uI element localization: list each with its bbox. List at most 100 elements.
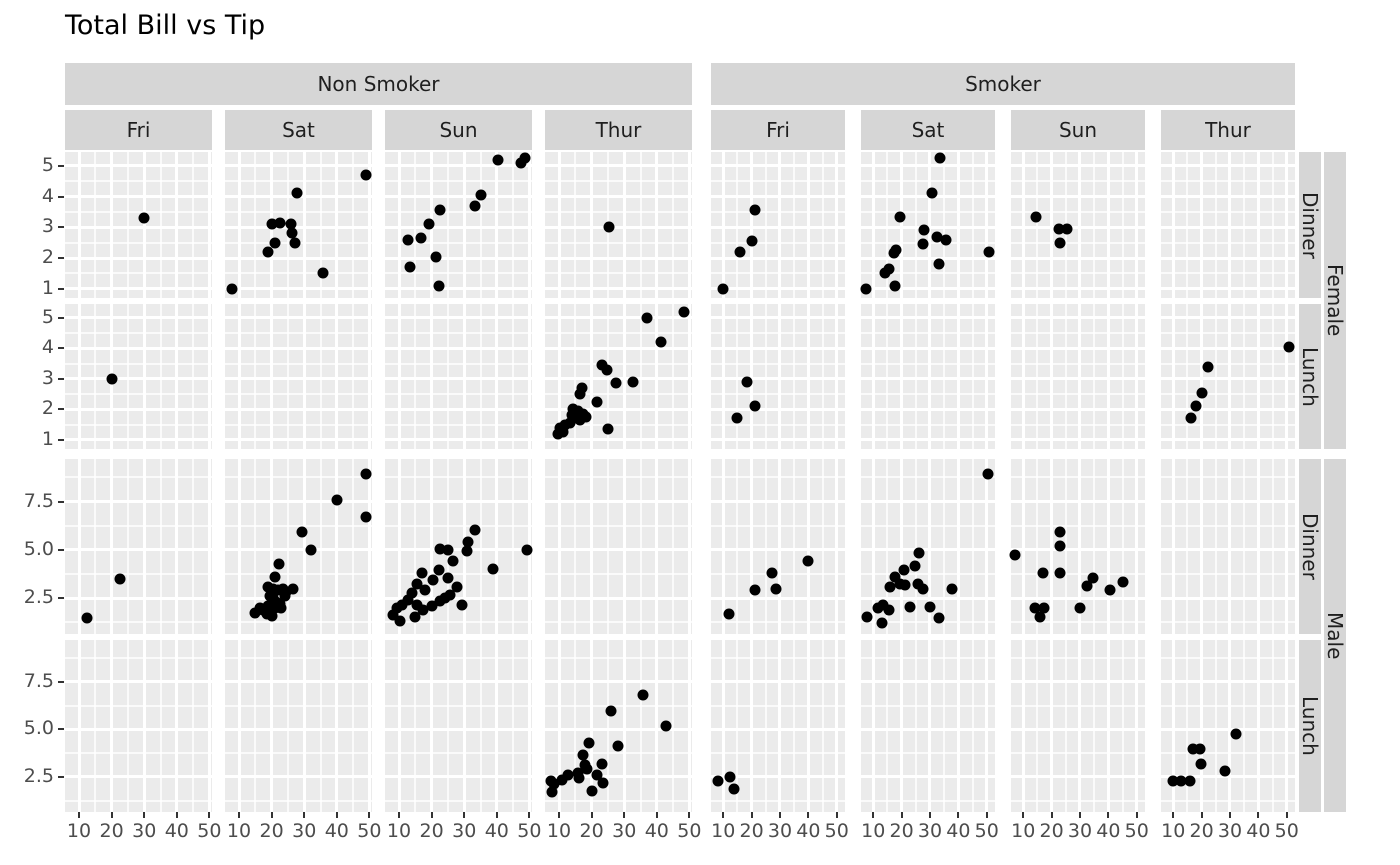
gridline-x-major xyxy=(175,459,179,634)
gridline-x-major xyxy=(110,152,114,298)
gridline-x-major xyxy=(778,304,782,449)
data-point xyxy=(1081,580,1093,592)
gridline-x-minor xyxy=(512,640,515,812)
gridline-y-major xyxy=(385,407,532,411)
y-tick-mark xyxy=(58,257,64,260)
gridline-x-major xyxy=(871,152,875,298)
gridline-y-major xyxy=(711,407,845,411)
gridline-y-minor xyxy=(65,799,212,802)
gridline-x-major xyxy=(622,304,626,449)
gridline-x-minor xyxy=(94,640,97,812)
gridline-y-minor xyxy=(861,704,995,707)
data-point xyxy=(573,772,585,784)
gridline-y-major xyxy=(65,407,212,411)
x-tick-mark xyxy=(750,812,753,818)
gridline-x-minor xyxy=(192,152,195,298)
gridline-x-major xyxy=(655,152,659,298)
data-point xyxy=(249,607,261,619)
gridline-x-major xyxy=(1256,152,1260,298)
gridline-x-major xyxy=(1200,640,1204,812)
gridline-y-major xyxy=(545,727,692,731)
data-point xyxy=(899,579,911,591)
gridline-y-minor xyxy=(545,210,692,213)
gridline-x-major xyxy=(687,304,691,449)
x-tick-label: 20 xyxy=(1039,820,1064,842)
gridline-y-major xyxy=(385,195,532,199)
gridline-x-major xyxy=(1106,152,1110,298)
gridline-y-major xyxy=(861,377,995,381)
x-tick-label: 50 xyxy=(197,820,222,842)
gridline-y-major xyxy=(385,680,532,684)
data-point xyxy=(860,283,872,295)
gridline-x-major xyxy=(142,640,146,812)
gridline-y-minor xyxy=(225,799,372,802)
gridline-x-minor xyxy=(914,459,917,634)
gridline-y-minor xyxy=(1161,799,1295,802)
gridline-y-minor xyxy=(1011,799,1145,802)
x-tick-label: 20 xyxy=(889,820,914,842)
gridline-y-major xyxy=(65,438,212,442)
gridline-x-major xyxy=(462,152,466,298)
x-tick-label: 20 xyxy=(579,820,604,842)
facet-panel xyxy=(711,304,845,449)
gridline-y-major xyxy=(225,164,372,168)
gridline-x-minor xyxy=(1271,459,1274,634)
gridline-y-major xyxy=(225,346,372,350)
facet-strip-time: Lunch xyxy=(1298,304,1322,449)
data-point xyxy=(610,377,622,389)
data-point xyxy=(274,217,286,229)
gridline-y-minor xyxy=(1011,332,1145,334)
gridline-x-minor xyxy=(943,459,946,634)
data-point xyxy=(1202,361,1214,373)
gridline-x-major xyxy=(557,459,561,634)
gridline-x-minor xyxy=(1243,304,1246,449)
y-tick-mark xyxy=(58,377,64,380)
gridline-y-major xyxy=(711,596,845,600)
x-tick-mark xyxy=(835,812,838,818)
x-tick-mark xyxy=(430,812,433,818)
gridline-x-minor xyxy=(639,152,642,298)
facet-panel xyxy=(1161,304,1295,449)
gridline-x-minor xyxy=(192,459,195,634)
gridline-y-minor xyxy=(385,476,532,479)
gridline-y-major xyxy=(385,596,532,600)
gridline-x-major xyxy=(1106,459,1110,634)
gridline-y-minor xyxy=(225,704,372,707)
x-tick-label: 30 xyxy=(612,820,637,842)
gridline-y-minor xyxy=(65,573,212,576)
gridline-y-major xyxy=(711,225,845,229)
y-tick-label: 5.0 xyxy=(23,537,54,560)
gridline-y-major xyxy=(861,438,995,442)
gridline-y-minor xyxy=(711,476,845,479)
gridline-y-major xyxy=(545,346,692,350)
gridline-x-major xyxy=(835,152,839,298)
gridline-y-major xyxy=(545,316,692,320)
gridline-y-minor xyxy=(65,524,212,527)
data-point xyxy=(717,283,729,295)
gridline-y-major xyxy=(225,775,372,779)
x-tick-label: 50 xyxy=(1124,820,1149,842)
gridline-x-major xyxy=(495,304,499,449)
gridline-y-minor xyxy=(545,272,692,275)
gridline-x-minor xyxy=(971,152,974,298)
gridline-x-minor xyxy=(159,152,162,298)
gridline-y-minor xyxy=(65,332,212,334)
facet-panel xyxy=(711,640,845,812)
data-point xyxy=(574,388,586,400)
data-point xyxy=(1054,567,1066,579)
facet-panel xyxy=(225,152,372,298)
gridline-y-minor xyxy=(861,799,995,802)
gridline-y-minor xyxy=(1161,272,1295,275)
gridline-y-major xyxy=(65,775,212,779)
gridline-y-minor xyxy=(1011,423,1145,426)
gridline-y-major xyxy=(711,195,845,199)
data-point xyxy=(723,608,735,620)
gridline-x-minor xyxy=(793,459,796,634)
gridline-x-major xyxy=(77,640,81,812)
gridline-y-major xyxy=(545,164,692,168)
gridline-x-minor xyxy=(286,304,289,449)
data-point xyxy=(734,246,746,258)
gridline-y-major xyxy=(1161,316,1295,320)
data-point xyxy=(269,571,281,583)
gridline-y-major xyxy=(385,775,532,779)
